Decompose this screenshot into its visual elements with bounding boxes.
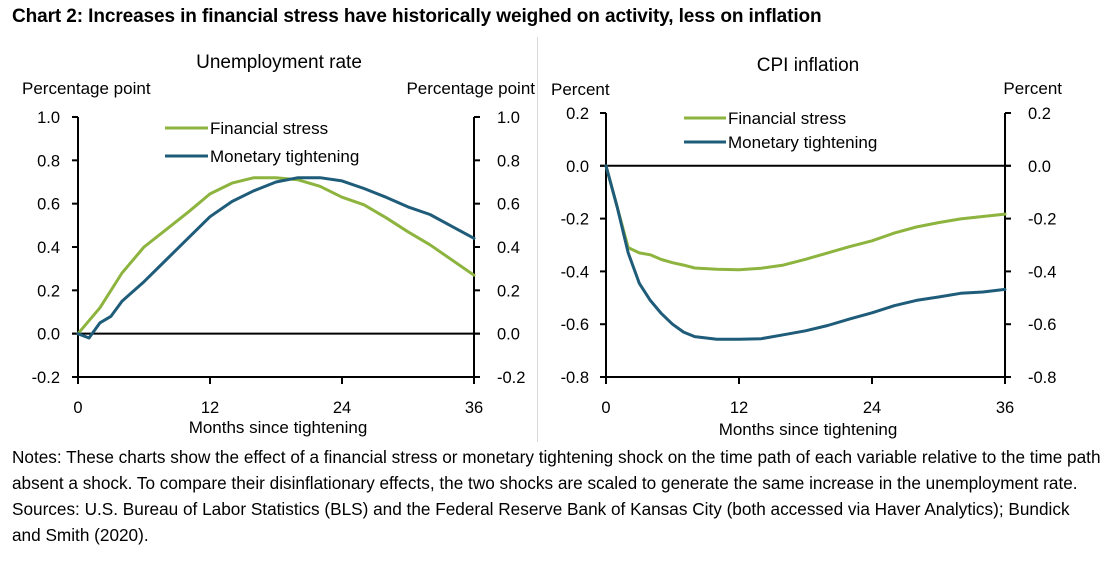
panel-title: Unemployment rate (196, 52, 362, 73)
left-axis-unit: Percent (551, 80, 610, 99)
x-tick-label: 12 (201, 399, 219, 417)
y-tick-label-left: 0.8 (37, 152, 60, 170)
y-tick-label-left: 0.6 (37, 196, 60, 214)
y-tick-label-right: 0.0 (1028, 158, 1051, 176)
axes-group: 0.2 0.2 0.0 0.0 -0.2 -0.2 -0.4 -0.4 -0.6 -0.6 -0.8… (561, 105, 1057, 417)
y-tick-label-left: 0.0 (566, 158, 589, 176)
y-tick-label-left: 0.4 (37, 239, 60, 257)
panel-divider (537, 37, 538, 442)
y-tick-label-left: -0.2 (561, 211, 589, 229)
y-tick-label-left: 0.2 (37, 282, 60, 300)
legend-label-financial-stress: Financial stress (728, 109, 846, 128)
series-line-financial-stress (76, 176, 476, 336)
y-tick-label-right: -0.6 (1028, 316, 1056, 334)
series-group (76, 176, 476, 340)
right-axis-unit: Percent (1003, 79, 1062, 98)
legend: Financial stress Monetary tightening (684, 109, 877, 152)
panel-cpi-inflation: CPI inflation Percent Percent 0.2 0.20.0 0… (551, 55, 1062, 439)
y-tick-label-right: 0.6 (497, 196, 520, 214)
y-tick-label-left: 0.0 (37, 326, 60, 344)
left-axis-unit: Percentage point (22, 79, 151, 98)
y-tick-label-right: -0.2 (1028, 211, 1056, 229)
y-tick-label-right: 0.2 (1028, 105, 1051, 123)
legend-label-financial-stress: Financial stress (210, 119, 328, 138)
y-tick-label-right: -0.4 (1028, 263, 1056, 281)
y-tick-label-left: 0.2 (566, 105, 589, 123)
y-tick-label-left: -0.2 (32, 369, 60, 387)
series-line-monetary-tightening (76, 176, 476, 340)
notes-block: Notes: These charts show the effect of a… (12, 444, 1102, 548)
right-axis-unit: Percentage point (406, 79, 535, 98)
chart-title: Chart 2: Increases in financial stress h… (12, 6, 822, 27)
figure: Unemployment rate Percentage point Perce… (22, 52, 1062, 439)
x-tick-label: 36 (996, 399, 1014, 417)
sources-text: Sources: U.S. Bureau of Labor Statistics… (12, 499, 1070, 545)
legend: Financial stress Monetary tightening (165, 119, 359, 166)
x-tick-label: 24 (333, 399, 351, 417)
y-tick-label-left: -0.4 (561, 263, 589, 281)
y-tick-label-right: 0.0 (497, 326, 520, 344)
x-tick-label: 12 (730, 399, 748, 417)
x-tick-label: 24 (863, 399, 881, 417)
x-axis-label: Months since tightening (189, 418, 368, 437)
axes-group: 1.0 1.0 0.8 0.8 0.6 0.6 0.4 0.4 0.2 0.2 0.0 0.0 -0.2… (32, 109, 526, 417)
y-tick-label-right: 0.4 (497, 239, 520, 257)
panel-unemployment: Unemployment rate Percentage point Perce… (22, 52, 535, 437)
y-tick-label-right: -0.8 (1028, 369, 1056, 387)
legend-label-monetary-tightening: Monetary tightening (728, 133, 877, 152)
legend-label-monetary-tightening: Monetary tightening (210, 147, 359, 166)
y-tick-label-right: 1.0 (497, 109, 520, 127)
notes-text: Notes: These charts show the effect of a… (12, 447, 1101, 493)
panel-title: CPI inflation (757, 55, 859, 76)
y-tick-label-left: -0.8 (561, 369, 589, 387)
y-tick-label-right: 0.8 (497, 152, 520, 170)
y-tick-label-left: -0.6 (561, 316, 589, 334)
x-tick-label: 36 (465, 399, 483, 417)
series-line-financial-stress (604, 164, 1007, 272)
x-tick-label: 0 (601, 399, 610, 417)
y-tick-label-left: 1.0 (37, 109, 60, 127)
x-axis-label: Months since tightening (719, 420, 898, 439)
x-tick-label: 0 (73, 399, 82, 417)
series-group (604, 164, 1007, 341)
y-tick-label-right: -0.2 (497, 369, 525, 387)
series-line-monetary-tightening (604, 164, 1007, 341)
y-tick-label-right: 0.2 (497, 282, 520, 300)
